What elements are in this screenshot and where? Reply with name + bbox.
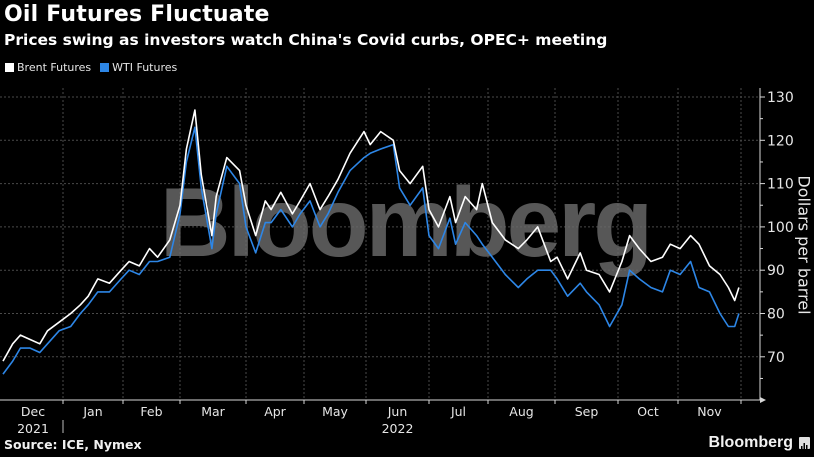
data-lines	[2, 109, 740, 375]
x-tick-label: Aug	[509, 404, 533, 419]
y-tick-label: 70	[767, 350, 785, 366]
y-tick-label: 90	[767, 263, 785, 279]
legend-item-brent: Brent Futures	[5, 61, 91, 74]
legend: Brent Futures WTI Futures	[5, 61, 186, 74]
y-tick-label: 130	[767, 90, 794, 106]
x-year-label: 2022	[382, 421, 414, 436]
x-tick-label: Jan	[82, 404, 102, 419]
chart-subtitle: Prices swing as investors watch China's …	[4, 31, 608, 49]
series-line-brent-futures	[2, 109, 740, 362]
legend-label-brent: Brent Futures	[17, 61, 92, 74]
x-tick-label: Nov	[697, 404, 722, 419]
source-note: Source: ICE, Nymex	[4, 437, 142, 452]
legend-swatch-brent	[5, 63, 14, 72]
legend-item-wti: WTI Futures	[100, 61, 177, 74]
y-tick-label: 120	[767, 133, 794, 149]
x-tick-label: Sep	[575, 404, 599, 419]
x-tick-label: Mar	[201, 404, 225, 419]
x-tick-label: Apr	[264, 404, 286, 419]
y-tick-label: 100	[767, 220, 794, 236]
x-tick-label: Feb	[140, 404, 162, 419]
x-year-label: 2021	[17, 421, 49, 436]
gridlines	[0, 88, 760, 400]
x-tick-label: Jul	[450, 404, 466, 419]
legend-label-wti: WTI Futures	[112, 61, 178, 74]
bloomberg-chart-icon	[799, 437, 810, 450]
series-line-wti-futures	[2, 126, 740, 375]
x-tick-label: Dec	[21, 404, 45, 419]
y-tick-label: 80	[767, 307, 785, 323]
y-axis-label: Dollars per barrel	[794, 175, 814, 315]
x-tick-label: May	[322, 404, 348, 419]
legend-swatch-wti	[100, 63, 110, 72]
x-tick-label: Oct	[637, 404, 659, 419]
x-tick-label: Jun	[387, 404, 408, 419]
brand-wordmark: Bloomberg	[708, 434, 793, 451]
axes: 130 120 110 100 90 80 70 Dec Jan Feb Mar Apr May Jun J…	[0, 88, 794, 436]
x-axis-arrow-icon	[760, 397, 766, 403]
chart-title: Oil Futures Fluctuate	[4, 2, 270, 27]
y-tick-label: 110	[767, 177, 794, 193]
bloomberg-brand: Bloomberg	[709, 434, 810, 452]
